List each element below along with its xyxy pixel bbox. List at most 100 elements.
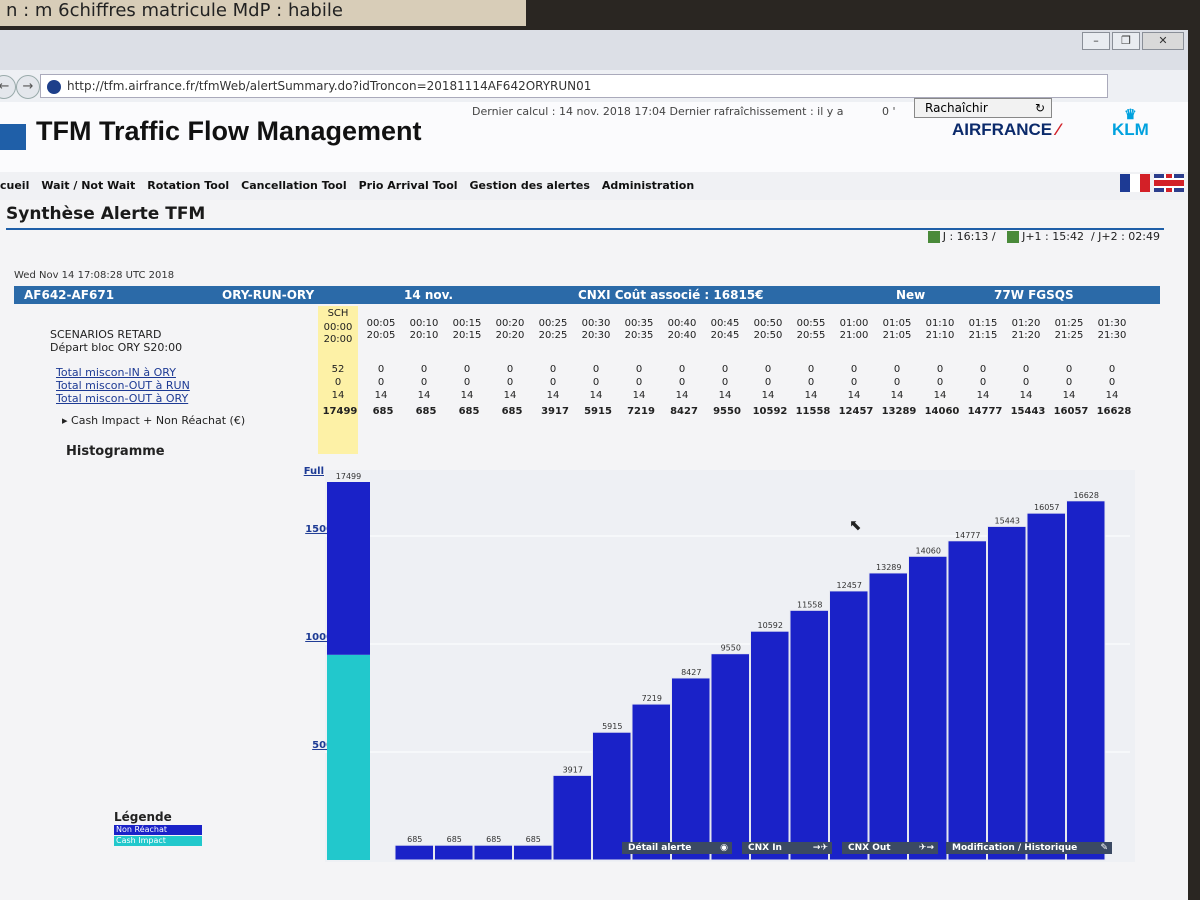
- cash-cell: 3917: [541, 406, 569, 417]
- miscon-row-label[interactable]: Total miscon-IN à ORY: [56, 366, 176, 379]
- maximize-icon[interactable]: ❐: [1112, 32, 1140, 50]
- miscon-cell: 14: [761, 390, 775, 401]
- bar-00:45: [710, 653, 750, 861]
- miscon-cell: 0: [506, 377, 514, 388]
- time-cell: 21:25: [1054, 330, 1084, 341]
- miscon-cell: 14: [718, 390, 732, 401]
- time-cell: 20:55: [796, 330, 826, 341]
- miscon-cell: 14: [417, 390, 431, 401]
- bar-value-label: 14060: [916, 546, 941, 555]
- bar-01:25: [1026, 512, 1066, 861]
- miscon-cell: 0: [420, 377, 428, 388]
- bar-value-label: 8427: [681, 668, 701, 677]
- delay-cell: 00:35: [624, 318, 654, 329]
- bar-value-label: 5915: [602, 722, 622, 731]
- time-cell: 20:15: [452, 330, 482, 341]
- miscon-cell: 14: [890, 390, 904, 401]
- j-times: J : 16:13 / J+1 : 15:42 / J+2 : 02:49: [920, 230, 1160, 243]
- bar-sch-non-reachat: [327, 482, 370, 655]
- forward-arrow-icon[interactable]: →: [16, 75, 40, 99]
- miscon-cell: 14: [546, 390, 560, 401]
- bar-value-label: 13289: [876, 563, 901, 572]
- delay-cell: 01:00: [839, 318, 869, 329]
- french-flag-icon[interactable]: [1120, 174, 1150, 192]
- miscon-cell: 0: [592, 377, 600, 388]
- menu-item-5[interactable]: Gestion des alertes: [469, 179, 590, 192]
- cash-cell: 17499: [322, 406, 358, 417]
- miscon-row-label[interactable]: Total miscon-OUT à ORY: [56, 392, 189, 405]
- flight-numbers: AF642-AF671: [24, 288, 115, 302]
- bar-01:05: [868, 572, 908, 861]
- modification-historique-button[interactable]: Modification / Historique ✎: [946, 842, 1112, 854]
- menu-item-3[interactable]: Cancellation Tool: [241, 179, 347, 192]
- cnx-in-button[interactable]: CNX In →✈: [742, 842, 832, 854]
- legend: Légende Non Réachat Cash Impact: [114, 810, 202, 846]
- miscon-cell: 0: [1065, 364, 1073, 375]
- menu-item-1[interactable]: Wait / Not Wait: [41, 179, 136, 192]
- miscon-cell: 0: [979, 377, 987, 388]
- bar-value-label: 12457: [837, 581, 862, 590]
- miscon-cell: 0: [1022, 377, 1030, 388]
- miscon-cell: 0: [979, 364, 987, 375]
- bar-00:15: [473, 844, 513, 861]
- airfrance-logo: AIRFRANCE ⁄: [952, 120, 1060, 139]
- detail-alerte-button[interactable]: Détail alerte ◉: [622, 842, 732, 854]
- miscon-cell: 0: [893, 377, 901, 388]
- klm-logo: ♛ KLM: [1112, 106, 1149, 139]
- sticky-note: n : m 6chiffres matricule MdP : habile: [0, 0, 526, 26]
- menu-item-4[interactable]: Prio Arrival Tool: [358, 179, 458, 192]
- menu-item-6[interactable]: Administration: [601, 179, 695, 192]
- menu-item-0[interactable]: cueil: [0, 179, 30, 192]
- time-cell: 21:00: [839, 330, 869, 341]
- bar-00:50: [750, 630, 790, 861]
- language-flags: [1120, 174, 1184, 192]
- back-arrow-icon[interactable]: ←: [0, 75, 16, 99]
- minimize-icon[interactable]: –: [1082, 32, 1110, 50]
- cash-cell: 685: [415, 406, 437, 417]
- miscon-cell: 0: [549, 364, 557, 375]
- bar-value-label: 685: [486, 835, 501, 844]
- window-titlebar: – ❐ ✕: [0, 30, 1188, 70]
- miscon-cell: 14: [976, 390, 990, 401]
- miscon-cell: 14: [589, 390, 603, 401]
- miscon-cell: 14: [933, 390, 947, 401]
- section-title: Synthèse Alerte TFM: [6, 204, 206, 224]
- mouse-cursor-icon: ⬉: [849, 516, 862, 534]
- bar-01:00: [829, 590, 869, 861]
- time-cell: 20:30: [581, 330, 611, 341]
- miscon-cell: 0: [463, 364, 471, 375]
- bar-value-label: 16057: [1034, 503, 1059, 512]
- miscon-cell: 14: [804, 390, 818, 401]
- edit-icon: ✎: [1100, 843, 1108, 853]
- uk-flag-icon[interactable]: [1154, 174, 1184, 192]
- menu-item-2[interactable]: Rotation Tool: [147, 179, 230, 192]
- miscon-cell: 0: [807, 364, 815, 375]
- cash-cell: 14060: [924, 406, 960, 417]
- cnx-out-button[interactable]: CNX Out ✈→: [842, 842, 938, 854]
- refresh-button[interactable]: Rachaîchir ↻: [914, 98, 1052, 118]
- url-field[interactable]: http://tfm.airfrance.fr/tfmWeb/alertSumm…: [40, 74, 1108, 98]
- bar-value-label: 685: [447, 835, 462, 844]
- miscon-cell: 0: [635, 377, 643, 388]
- bar-value-label: 9550: [721, 644, 741, 653]
- y-tick-label: 5000: [312, 740, 340, 751]
- miscon-row-label[interactable]: Total miscon-OUT à RUN: [56, 379, 190, 392]
- bar-value-label: 685: [526, 835, 541, 844]
- miscon-cell: 0: [635, 364, 643, 375]
- delay-cell: 01:10: [925, 318, 955, 329]
- window-controls: – ❐ ✕: [1082, 32, 1184, 50]
- url-text: http://tfm.airfrance.fr/tfmWeb/alertSumm…: [67, 79, 592, 93]
- histogram-chart: 5000 10000 15000 Full 17499 685 685 685 685 3917 5…: [304, 466, 1135, 862]
- close-icon[interactable]: ✕: [1142, 32, 1184, 50]
- miscon-cell: 0: [936, 377, 944, 388]
- cash-cell: 685: [458, 406, 480, 417]
- j1-icon[interactable]: [1007, 231, 1020, 243]
- time-cell: 20:50: [753, 330, 783, 341]
- miscon-cell: 0: [678, 364, 686, 375]
- refresh-icon: ↻: [1034, 101, 1045, 115]
- j-icon[interactable]: [927, 231, 940, 243]
- y-tick-label: 15000: [305, 524, 340, 535]
- full-link[interactable]: Full: [304, 466, 324, 477]
- time-cell: 20:10: [409, 330, 439, 341]
- delay-cell: 00:30: [581, 318, 611, 329]
